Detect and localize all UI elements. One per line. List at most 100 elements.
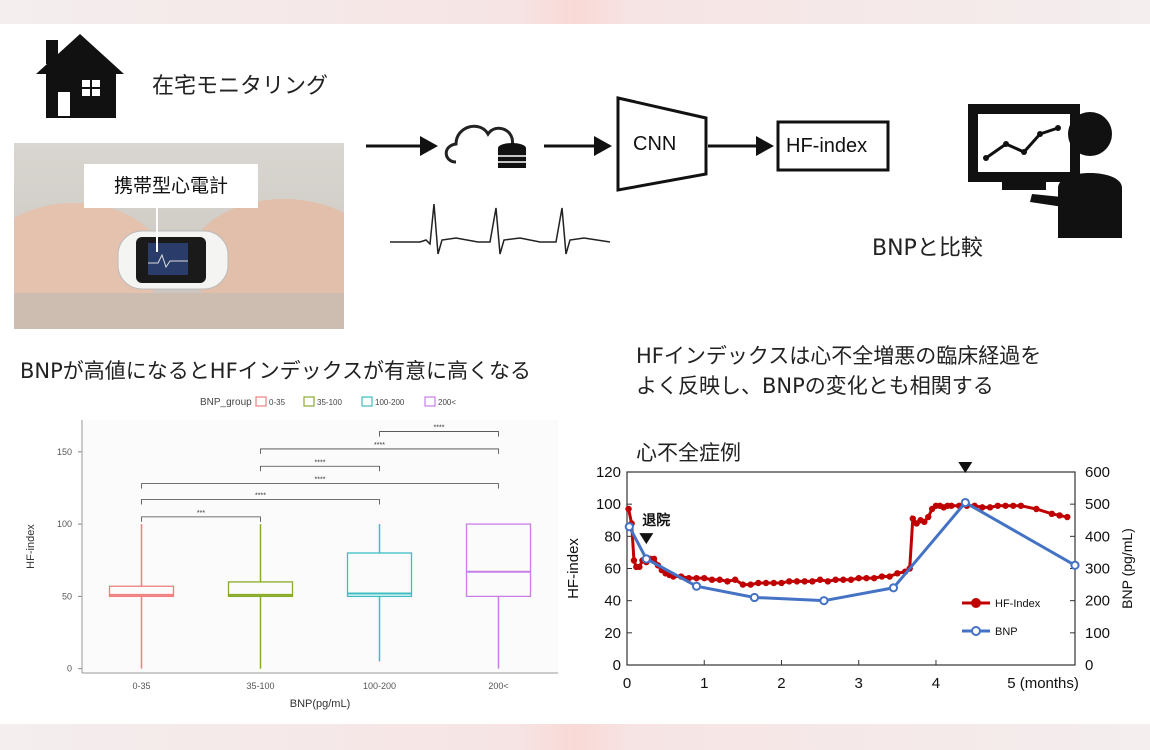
x-tick-label: 0-35: [132, 681, 150, 691]
box-body: [346, 552, 413, 598]
hf-index-point: [1048, 510, 1056, 518]
legend-marker: [971, 626, 981, 636]
y-tick-label: 50: [62, 591, 72, 601]
y-right-tick-label: 500: [1085, 496, 1110, 513]
hf-index-point: [925, 513, 932, 521]
y-tick-label: 150: [57, 447, 72, 457]
hf-index-point: [770, 579, 777, 587]
legend-key: [424, 396, 436, 407]
hf-index-point: [847, 576, 855, 583]
hf-index-label: HF-index: [786, 135, 868, 157]
y-right-tick-label: 300: [1085, 561, 1110, 578]
y-right-axis-label: BNP (pg/mL): [1119, 528, 1135, 609]
house-icon: [36, 34, 124, 118]
cloud-database-icon: [444, 124, 526, 168]
hf-index-point: [1002, 502, 1009, 509]
y-left-tick-label: 100: [596, 496, 621, 513]
y-left-tick-label: 60: [604, 561, 621, 578]
legend-label: BNP: [995, 626, 1018, 638]
hf-index-point: [832, 576, 839, 583]
hf-index-point: [994, 502, 1001, 509]
hf-index-point: [630, 557, 638, 564]
hf-index-point: [1033, 505, 1040, 513]
legend-label: 100-200: [375, 398, 405, 407]
hf-index-point: [863, 574, 870, 582]
legend-label: HF-Index: [995, 598, 1041, 610]
y-left-tick-label: 0: [613, 657, 621, 674]
legend-key: [361, 396, 373, 407]
y-left-tick-label: 80: [604, 528, 621, 545]
x-tick-label: 4: [932, 675, 940, 692]
significance-bracket: [141, 499, 380, 505]
y-left-tick-label: 120: [596, 464, 621, 481]
cnn-block: [616, 96, 708, 192]
y-left-tick-label: 20: [604, 625, 621, 642]
ecg-waveform: [390, 203, 611, 255]
bottom-band: [0, 724, 1150, 750]
bnp-line: [627, 500, 1076, 603]
x-tick-label: 3: [855, 675, 863, 692]
bnp-point: [641, 554, 651, 564]
significance-bracket: [141, 516, 261, 522]
right-heading-line1: HFインデックスは心不全増悪の臨床経過を: [636, 344, 1042, 368]
event-marker: [958, 462, 973, 473]
significance-label: ****: [255, 493, 266, 500]
significance-label: ****: [434, 425, 445, 432]
doctor-monitor-icon: [968, 104, 1122, 238]
hf-index-point: [693, 574, 700, 582]
x-tick-label: 2: [777, 675, 785, 692]
callout-pointer: [156, 208, 158, 252]
bnp-point: [960, 497, 970, 508]
hf-index-point: [894, 570, 901, 577]
hf-index-point: [816, 576, 824, 583]
plot-background: [82, 420, 558, 673]
hf-index-point: [731, 576, 739, 583]
top-band: [0, 0, 1150, 24]
hf-index-point: [801, 578, 808, 585]
box-body: [465, 523, 532, 598]
hf-index-point: [724, 578, 731, 585]
hf-index-point: [701, 574, 708, 582]
y-right-tick-label: 100: [1085, 625, 1110, 642]
pipeline: [366, 96, 890, 255]
hf-index-point: [1064, 513, 1071, 521]
significance-label: ****: [374, 442, 385, 449]
hf-index-line: [627, 504, 1068, 587]
x-tick-label: 0: [623, 675, 631, 692]
y-right-tick-label: 600: [1085, 464, 1110, 481]
x-tick-label: 35-100: [246, 681, 274, 691]
y-tick-label: 100: [57, 519, 72, 529]
bnp-point: [819, 596, 829, 606]
home-monitoring-label: 在宅モニタリング: [152, 74, 329, 99]
hands-holding-device: [14, 199, 344, 329]
box-body: [108, 585, 175, 598]
hf-index-point: [625, 505, 632, 513]
y-right-tick-label: 200: [1085, 593, 1110, 610]
hf-index-point: [636, 563, 643, 571]
hf-index-box: [776, 120, 890, 172]
hf-index-point: [739, 581, 747, 588]
hf-index-point: [786, 578, 793, 585]
box-body: [227, 581, 294, 598]
cnn-label: CNN: [633, 133, 677, 155]
x-tick-label: 100-200: [363, 681, 396, 691]
hf-index-point: [1017, 502, 1025, 509]
hf-index-point: [778, 579, 785, 587]
hf-index-point: [878, 573, 886, 580]
significance-bracket: [379, 431, 499, 437]
bnp-point: [749, 592, 760, 603]
y-tick-label: 0: [67, 664, 72, 674]
significance-label: ****: [315, 459, 326, 466]
legend-label: 200<: [438, 398, 456, 407]
line-chart: 0 20 40 60 80 100 120 0 100 200 300 400 500 600 0 1 2 3 4 5…: [565, 462, 1135, 692]
x-axis-label: BNP(pg/mL): [290, 698, 351, 710]
hf-index-point: [986, 504, 994, 511]
device-callout: 携帯型心電計: [84, 164, 258, 208]
hf-index-point: [840, 576, 847, 583]
left-heading: BNPが高値になるとHFインデックスが有意に高くなる: [20, 359, 532, 383]
y-axis-label: HF-index: [25, 524, 37, 569]
bnp-point: [691, 581, 702, 591]
bnp-compare-label: BNPと比較: [872, 236, 983, 261]
hf-index-point: [1010, 502, 1017, 509]
bnp-point: [888, 583, 899, 593]
